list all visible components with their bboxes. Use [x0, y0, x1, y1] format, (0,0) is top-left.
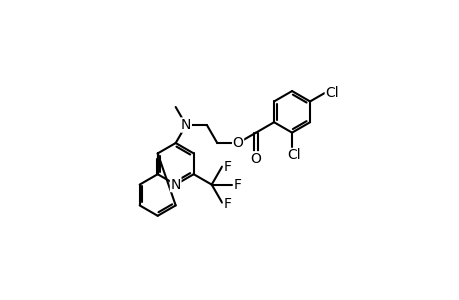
Text: O: O — [232, 136, 243, 150]
Text: O: O — [250, 152, 261, 166]
Text: N: N — [180, 118, 191, 132]
Text: N: N — [170, 178, 180, 192]
Text: F: F — [223, 160, 231, 174]
Text: F: F — [223, 197, 231, 211]
Text: Cl: Cl — [325, 86, 338, 100]
Text: Cl: Cl — [287, 148, 301, 162]
Text: F: F — [233, 178, 241, 192]
